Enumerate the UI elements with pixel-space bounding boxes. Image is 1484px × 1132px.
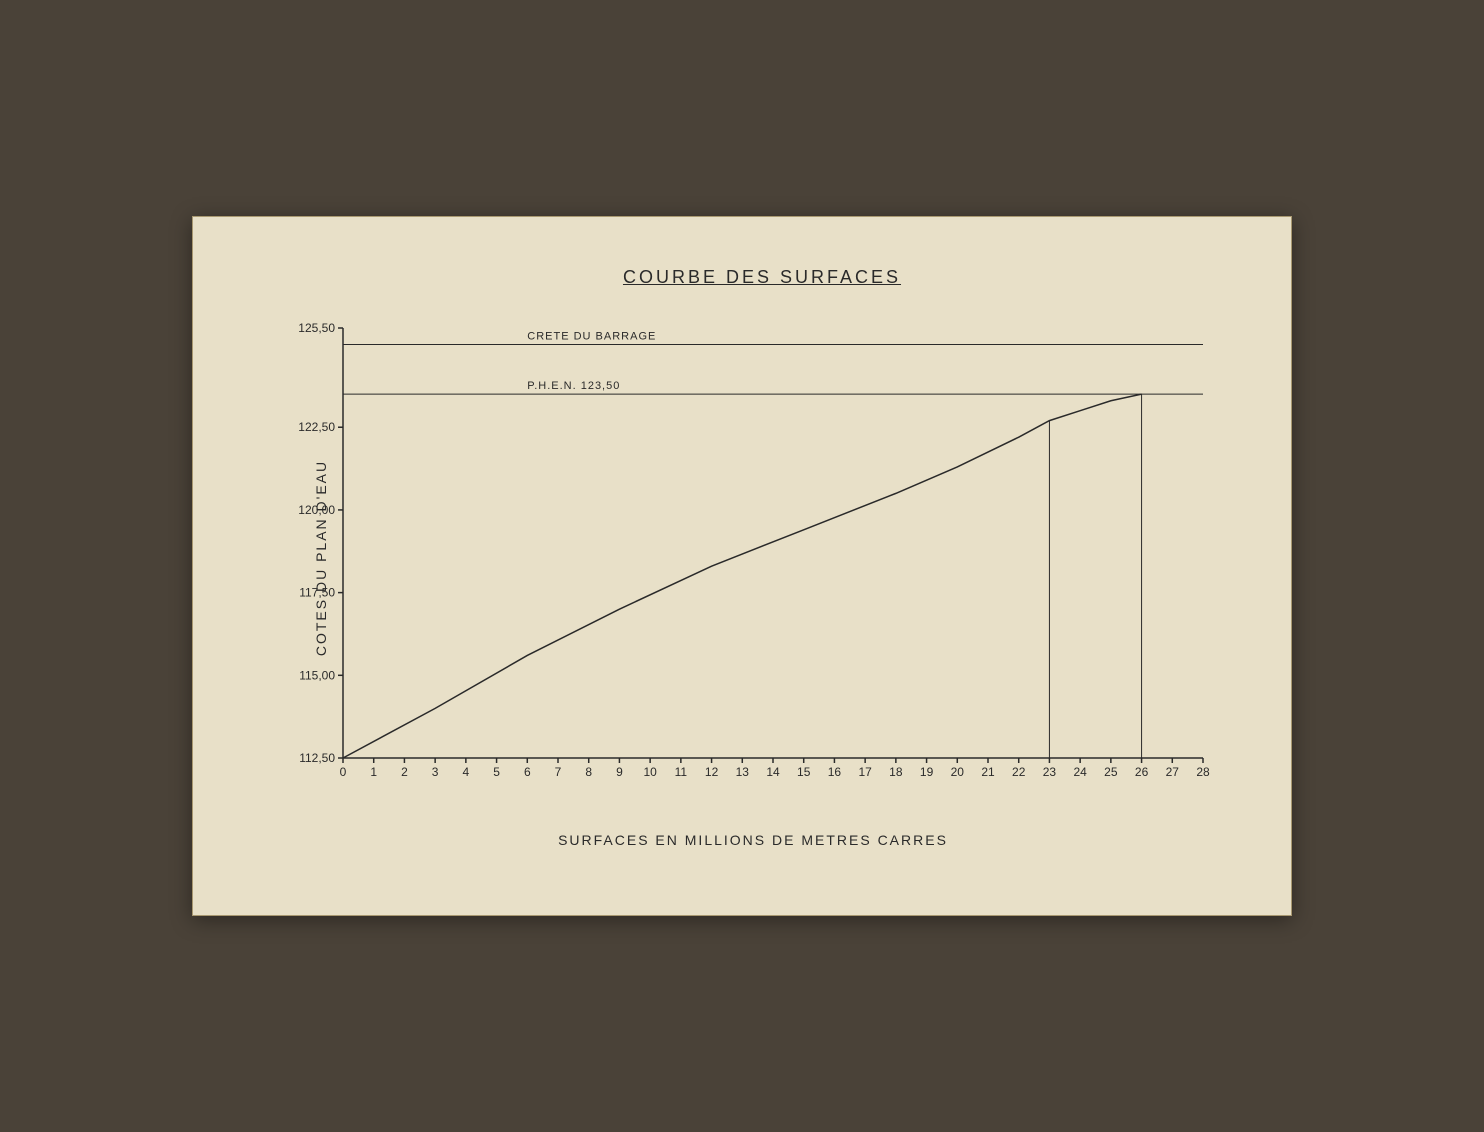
- chart-area: COTES DU PLAN D'EAU SURFACES EN MILLIONS…: [293, 318, 1213, 798]
- chart-svg: 112,50115,00117,50120,00122,50125,500123…: [293, 318, 1213, 798]
- svg-text:17: 17: [858, 765, 872, 779]
- svg-text:26: 26: [1135, 765, 1149, 779]
- svg-text:22: 22: [1012, 765, 1026, 779]
- svg-text:14: 14: [766, 765, 780, 779]
- svg-text:112,50: 112,50: [299, 751, 335, 765]
- svg-text:122,50: 122,50: [298, 420, 335, 434]
- svg-text:115,00: 115,00: [299, 668, 335, 682]
- svg-text:7: 7: [555, 765, 562, 779]
- svg-text:28: 28: [1196, 765, 1210, 779]
- svg-text:0: 0: [340, 765, 347, 779]
- svg-text:125,50: 125,50: [298, 321, 335, 335]
- svg-text:2: 2: [401, 765, 408, 779]
- svg-text:1: 1: [370, 765, 377, 779]
- y-axis-label: COTES DU PLAN D'EAU: [313, 460, 329, 656]
- x-axis-label: SURFACES EN MILLIONS DE METRES CARRES: [558, 832, 948, 848]
- svg-text:15: 15: [797, 765, 811, 779]
- svg-text:25: 25: [1104, 765, 1118, 779]
- svg-text:4: 4: [463, 765, 470, 779]
- svg-text:20: 20: [951, 765, 965, 779]
- svg-text:CRETE DU BARRAGE: CRETE DU BARRAGE: [527, 331, 656, 343]
- svg-text:5: 5: [493, 765, 500, 779]
- svg-text:11: 11: [675, 765, 688, 779]
- chart-paper: COURBE DES SURFACES COTES DU PLAN D'EAU …: [192, 216, 1292, 916]
- svg-text:16: 16: [828, 765, 842, 779]
- svg-text:23: 23: [1043, 765, 1057, 779]
- svg-text:9: 9: [616, 765, 623, 779]
- chart-title: COURBE DES SURFACES: [293, 267, 1231, 288]
- svg-text:27: 27: [1166, 765, 1180, 779]
- svg-text:19: 19: [920, 765, 934, 779]
- svg-text:6: 6: [524, 765, 531, 779]
- svg-text:12: 12: [705, 765, 719, 779]
- svg-text:10: 10: [643, 765, 657, 779]
- svg-text:3: 3: [432, 765, 439, 779]
- svg-text:21: 21: [981, 765, 995, 779]
- svg-text:18: 18: [889, 765, 903, 779]
- svg-text:P.H.E.N. 123,50: P.H.E.N. 123,50: [527, 380, 620, 392]
- svg-text:8: 8: [585, 765, 592, 779]
- svg-text:24: 24: [1073, 765, 1087, 779]
- svg-text:13: 13: [736, 765, 750, 779]
